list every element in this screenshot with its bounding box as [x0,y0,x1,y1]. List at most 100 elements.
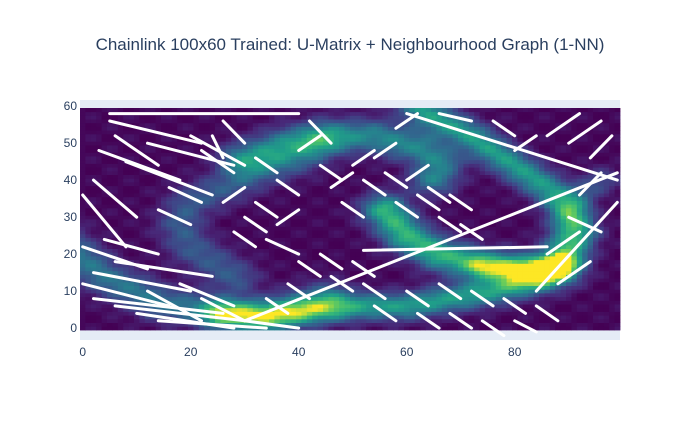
heatmap-cell [431,234,437,238]
heatmap-cell [156,256,162,260]
heatmap-cell [345,230,351,234]
heatmap-cell [177,249,183,253]
heatmap-cell [409,315,415,319]
heatmap-cell [588,319,594,323]
heatmap-cell [539,293,545,297]
heatmap-cell [426,256,432,260]
heatmap-cell [474,271,480,275]
heatmap-cell [528,312,534,316]
heatmap-cell [242,230,248,234]
heatmap-cell [490,275,496,279]
heatmap-cell [561,204,567,208]
heatmap-cell [193,297,199,301]
heatmap-cell [210,182,216,186]
heatmap-cell [85,145,91,149]
heatmap-cell [350,201,356,205]
heatmap-cell [220,263,226,267]
heatmap-cell [139,175,145,179]
heatmap-cell [431,175,437,179]
heatmap-cell [550,219,556,223]
heatmap-cell [334,245,340,249]
heatmap-cell [361,297,367,301]
heatmap-cell [237,289,243,293]
heatmap-cell [85,178,91,182]
heatmap-cell [366,175,372,179]
heatmap-cell [426,175,432,179]
heatmap-cell [193,234,199,238]
heatmap-cell [242,167,248,171]
heatmap-cell [555,178,561,182]
heatmap-cell [226,226,232,230]
heatmap-cell [615,286,621,290]
heatmap-cell [474,308,480,312]
heatmap-cell [85,304,91,308]
heatmap-cell [118,326,124,330]
heatmap-cell [91,304,97,308]
heatmap-cell [534,167,540,171]
heatmap-cell [507,308,513,312]
heatmap-cell [447,167,453,171]
heatmap-cell [247,308,253,312]
heatmap-cell [237,208,243,212]
heatmap-cell [264,189,270,193]
heatmap-cell [312,149,318,153]
heatmap-cell [80,256,86,260]
heatmap-cell [323,197,329,201]
heatmap-cell [166,167,172,171]
heatmap-cell [210,326,216,330]
heatmap-cell [312,201,318,205]
heatmap-cell [501,271,507,275]
heatmap-cell [318,312,324,316]
heatmap-cell [393,156,399,160]
heatmap-cell [420,260,426,264]
heatmap-cell [145,241,151,245]
heatmap-cell [307,278,313,282]
heatmap-cell [193,245,199,249]
heatmap-cell [442,182,448,186]
heatmap-cell [512,215,518,219]
heatmap-cell [355,326,361,330]
heatmap-cell [96,282,102,286]
heatmap-cell [129,286,135,290]
heatmap-cell [404,189,410,193]
heatmap-cell [85,226,91,230]
heatmap-cell [172,197,178,201]
heatmap-cell [447,160,453,164]
heatmap-cell [204,223,210,227]
heatmap-cell [323,300,329,304]
heatmap-cell [458,238,464,242]
heatmap-cell [226,189,232,193]
heatmap-cell [426,260,432,264]
heatmap-cell [215,234,221,238]
heatmap-cell [102,263,108,267]
heatmap-cell [188,178,194,182]
heatmap-cell [161,275,167,279]
heatmap-cell [312,189,318,193]
heatmap-cell [112,145,118,149]
heatmap-cell [204,204,210,208]
heatmap-cell [598,245,604,249]
heatmap-cell [377,201,383,205]
heatmap-cell [307,186,313,190]
heatmap-cell [458,186,464,190]
heatmap-cell [345,297,351,301]
heatmap-cell [512,201,518,205]
heatmap-cell [507,315,513,319]
heatmap-cell [609,256,615,260]
heatmap-cell [226,241,232,245]
heatmap-cell [496,238,502,242]
heatmap-cell [372,164,378,168]
heatmap-cell [555,189,561,193]
heatmap-cell [582,323,588,327]
heatmap-cell [593,282,599,286]
heatmap-cell [280,238,286,242]
heatmap-cell [285,275,291,279]
heatmap-cell [253,297,259,301]
heatmap-cell [107,319,113,323]
heatmap-cell [301,193,307,197]
heatmap-cell [355,249,361,253]
heatmap-cell [145,234,151,238]
heatmap-cell [382,304,388,308]
heatmap-cell [528,226,534,230]
